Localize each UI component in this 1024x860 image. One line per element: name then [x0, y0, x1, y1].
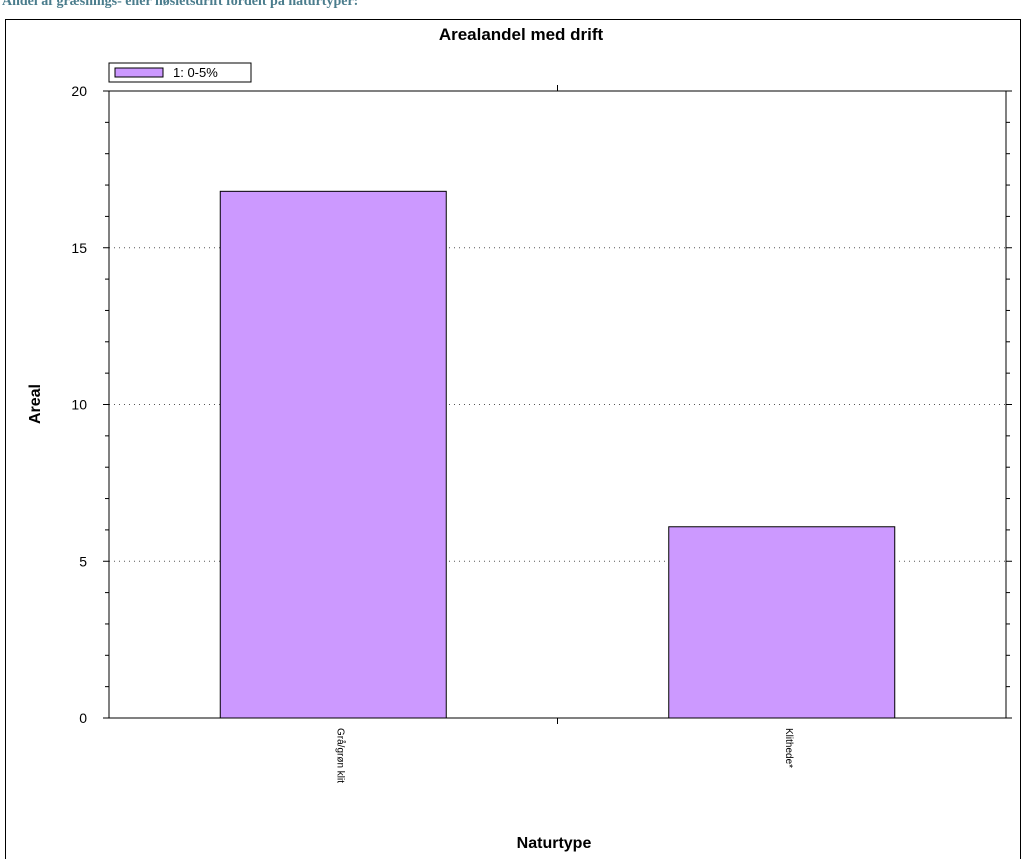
chart-frame: Arealandel med drift 1: 0-5% 0 5 10 15 20 Gr… — [5, 19, 1021, 859]
y-axis-label: Areal — [27, 384, 44, 424]
bar — [668, 526, 896, 719]
y-tick-label: 10 — [71, 397, 87, 413]
bar — [219, 190, 447, 719]
x-tick-label: Klithede* — [783, 728, 794, 768]
legend-label: 1: 0-5% — [173, 65, 218, 80]
y-ticks: 0 5 10 15 20 — [71, 83, 1012, 726]
y-tick-label: 20 — [71, 83, 87, 99]
bars — [219, 190, 896, 719]
y-tick-label: 15 — [71, 240, 87, 256]
x-axis-label: Naturtype — [517, 835, 592, 852]
legend: 1: 0-5% — [108, 62, 252, 83]
page-heading: Andel af græsnings- eller høsletsdrift f… — [2, 0, 359, 9]
legend-swatch — [114, 67, 164, 78]
y-tick-label: 5 — [79, 553, 87, 569]
x-ticks: Grå/grøn klit Klithede* — [334, 85, 794, 783]
x-tick-label: Grå/grøn klit — [334, 728, 346, 783]
chart-title: Arealandel med drift — [439, 25, 604, 44]
y-tick-label: 0 — [79, 710, 87, 726]
bar-chart: Arealandel med drift 1: 0-5% 0 5 10 15 20 Gr… — [27, 25, 1012, 852]
